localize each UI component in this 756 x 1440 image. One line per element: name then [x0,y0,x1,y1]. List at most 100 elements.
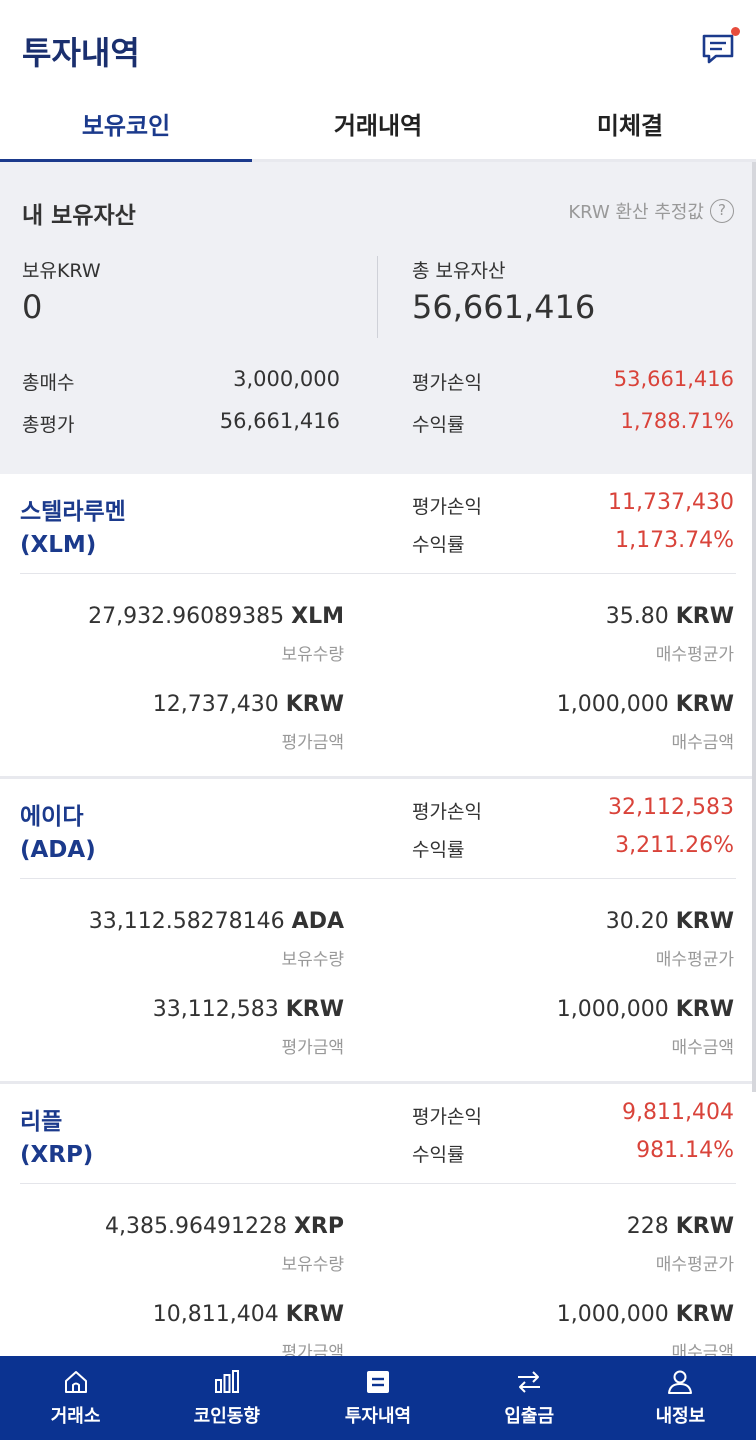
total-buy-value: 3,000,000 [233,367,340,391]
coin-quantity-unit: XRP [293,1214,344,1239]
coin-eval-amount-value: 33,112,583 [152,997,279,1022]
nav-profile-label: 내정보 [655,1406,706,1427]
nav-exchange[interactable]: 거래소 [0,1356,151,1440]
rate-value: 1,788.71% [620,409,734,433]
bottom-nav: 거래소 코인동향 투자내역 입출금 내정보 [0,1356,756,1440]
nav-exchange-label: 거래소 [50,1406,101,1427]
coin-pnl-value: 11,737,430 [608,490,734,515]
coin-quantity-label: 보유수량 [281,1255,344,1275]
coin-eval-amount-unit: KRW [285,997,344,1022]
coin-rate-label: 수익률 [412,839,465,861]
coin-eval-amount-unit: KRW [285,1302,344,1327]
tab-pending[interactable]: 미체결 [596,112,664,140]
coin-eval-amount: 33,112,583 KRW [153,997,344,1022]
total-buy-label: 총매수 [22,372,75,394]
coin-buy-amount-value: 1,000,000 [556,692,669,717]
coin-avg-price-label: 매수평균가 [655,1255,734,1275]
coin-pnl-label: 평가손익 [412,1106,482,1128]
coin-avg-price-label: 매수평균가 [655,645,734,665]
coin-card[interactable]: 에이다 (ADA) 평가손익 32,112,583 수익률 3,211.26% … [0,779,756,1084]
coin-quantity-value: 27,932.96089385 [88,604,285,629]
coin-card[interactable]: 스텔라루멘 (XLM) 평가손익 11,737,430 수익률 1,173.74… [0,474,756,779]
coin-pnl-value: 9,811,404 [622,1100,734,1125]
coin-name: 리플 (XRP) [20,1106,93,1172]
coin-buy-amount: 1,000,000 KRW [557,692,734,717]
pnl-label: 평가손익 [412,372,482,394]
help-icon[interactable]: ? [710,199,734,223]
coin-pnl-value: 32,112,583 [608,795,734,820]
coin-card[interactable]: 리플 (XRP) 평가손익 9,811,404 수익률 981.14% 4,38… [0,1084,756,1389]
coin-eval-amount: 10,811,404 KRW [153,1302,344,1327]
chat-icon[interactable] [700,27,740,66]
total-eval-value: 56,661,416 [219,409,340,433]
summary-note[interactable]: KRW 환산 추정값 ? [568,198,734,224]
coin-eval-amount: 12,737,430 KRW [153,692,344,717]
nav-trends-label: 코인동향 [193,1406,260,1427]
home-icon [64,1371,87,1393]
app-header: 투자내역 [0,0,756,96]
coin-symbol: (XLM) [20,532,97,558]
coin-quantity-label: 보유수량 [281,950,344,970]
coin-quantity: 4,385.96491228 XRP [105,1214,344,1239]
coin-buy-amount-unit: KRW [675,1302,734,1327]
coin-avg-price-unit: KRW [675,909,734,934]
divider [20,573,736,574]
coin-buy-amount: 1,000,000 KRW [557,997,734,1022]
coin-pnl-label: 평가손익 [412,496,482,518]
notification-dot [731,27,740,36]
coin-rate-label: 수익률 [412,1144,465,1166]
krw-value: 0 [22,288,43,326]
asset-summary: 내 보유자산 KRW 환산 추정값 ? 보유KRW 0 총 보유자산 56,66… [0,162,756,474]
coin-buy-amount-unit: KRW [675,997,734,1022]
coin-avg-price-value: 228 [626,1214,669,1239]
coin-rate-value: 3,211.26% [615,833,734,858]
coin-rate-label: 수익률 [412,534,465,556]
coin-buy-amount-value: 1,000,000 [556,1302,669,1327]
coin-rate-value: 981.14% [636,1138,734,1163]
coin-avg-price-unit: KRW [675,1214,734,1239]
tab-history[interactable]: 거래내역 [333,112,423,140]
coin-pnl-label: 평가손익 [412,801,482,823]
coin-eval-amount-unit: KRW [285,692,344,717]
coin-quantity-value: 33,112.58278146 [88,909,285,934]
list-icon [367,1371,389,1393]
coin-name-text: 에이다 [20,804,84,830]
user-icon [668,1370,693,1394]
bar-chart-icon [214,1370,239,1393]
divider [20,878,736,879]
transfer-icon [518,1371,541,1393]
coin-avg-price-value: 35.80 [605,604,669,629]
summary-note-text: KRW 환산 추정값 [568,202,704,223]
coin-avg-price: 30.20 KRW [606,909,734,934]
coin-quantity-unit: XLM [291,604,344,629]
rate-label: 수익률 [412,414,465,436]
coin-symbol: (ADA) [20,837,96,863]
krw-label: 보유KRW [22,260,101,282]
summary-divider [377,256,378,338]
coin-buy-amount: 1,000,000 KRW [557,1302,734,1327]
coin-avg-price-value: 30.20 [605,909,669,934]
coin-quantity-value: 4,385.96491228 [105,1214,287,1239]
coin-name-text: 스텔라루멘 [20,499,126,525]
nav-profile[interactable]: 내정보 [605,1356,756,1440]
coin-eval-amount-label: 평가금액 [281,733,344,753]
coin-name: 스텔라루멘 (XLM) [20,496,126,562]
scrollbar[interactable] [752,162,756,1092]
total-eval-label: 총평가 [22,414,75,436]
tab-holdings[interactable]: 보유코인 [0,96,252,162]
coin-buy-amount-value: 1,000,000 [556,997,669,1022]
coin-eval-amount-value: 10,811,404 [152,1302,279,1327]
coin-avg-price-label: 매수평균가 [655,950,734,970]
nav-trends[interactable]: 코인동향 [151,1356,302,1440]
coin-name: 에이다 (ADA) [20,801,96,867]
coin-quantity: 33,112.58278146 ADA [89,909,344,934]
nav-transfer[interactable]: 입출금 [454,1356,605,1440]
coin-quantity: 27,932.96089385 XLM [88,604,344,629]
total-assets-label: 총 보유자산 [412,260,506,282]
pnl-value: 53,661,416 [613,367,734,391]
coin-eval-amount-label: 평가금액 [281,1038,344,1058]
coin-buy-amount-unit: KRW [675,692,734,717]
nav-investments[interactable]: 투자내역 [302,1356,453,1440]
coin-rate-value: 1,173.74% [615,528,734,553]
page-title: 투자내역 [22,34,140,72]
